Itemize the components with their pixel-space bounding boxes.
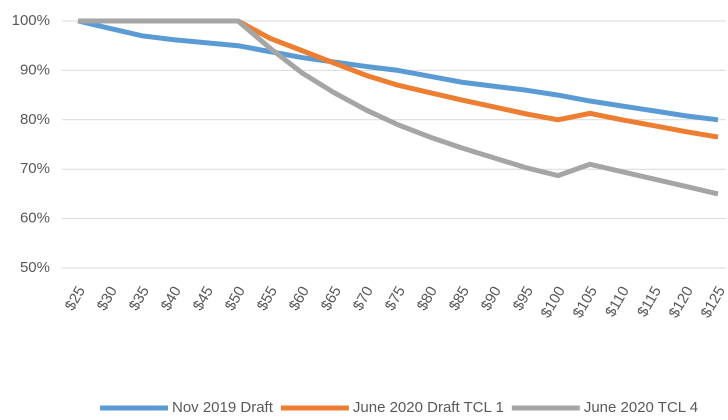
x-tick-label: $50 [222,283,249,313]
y-tick-label: 70% [20,160,50,177]
y-tick-label: 50% [20,259,50,276]
legend-label: June 2020 Draft TCL 1 [353,399,504,416]
x-tick-label: $60 [286,283,313,313]
y-tick-label: 90% [20,61,50,78]
x-tick-label: $120 [665,283,696,320]
x-tick-label: $55 [254,283,281,313]
x-tick-label: $25 [62,283,89,313]
legend-label: June 2020 TCL 4 [584,399,698,416]
x-tick-label: $75 [382,283,409,313]
y-tick-label: 60% [20,210,50,227]
y-tick-label: 100% [12,12,50,29]
series-line [77,18,719,123]
x-tick-label: $90 [478,283,505,313]
legend: Nov 2019 Draft June 2020 Draft TCL 1 June … [100,399,698,416]
x-tick-label: $125 [697,283,728,320]
x-tick-label: $30 [94,283,121,313]
x-tick-label: $80 [414,283,441,313]
x-tick-label: $110 [602,283,633,319]
x-tick-label: $100 [537,283,568,320]
legend-label: Nov 2019 Draft [172,399,274,416]
x-tick-label: $95 [510,283,537,313]
x-tick-label: $45 [190,283,217,313]
x-tick-label: $115 [634,283,665,319]
x-tick-label: $85 [446,283,473,313]
x-tick-label: $105 [569,283,600,320]
y-tick-label: 80% [20,111,50,128]
x-tick-label: $70 [350,283,377,313]
x-tick-label: $35 [126,283,153,313]
x-tick-label: $40 [158,283,185,313]
series-line [78,18,719,197]
x-tick-label: $65 [318,283,345,313]
